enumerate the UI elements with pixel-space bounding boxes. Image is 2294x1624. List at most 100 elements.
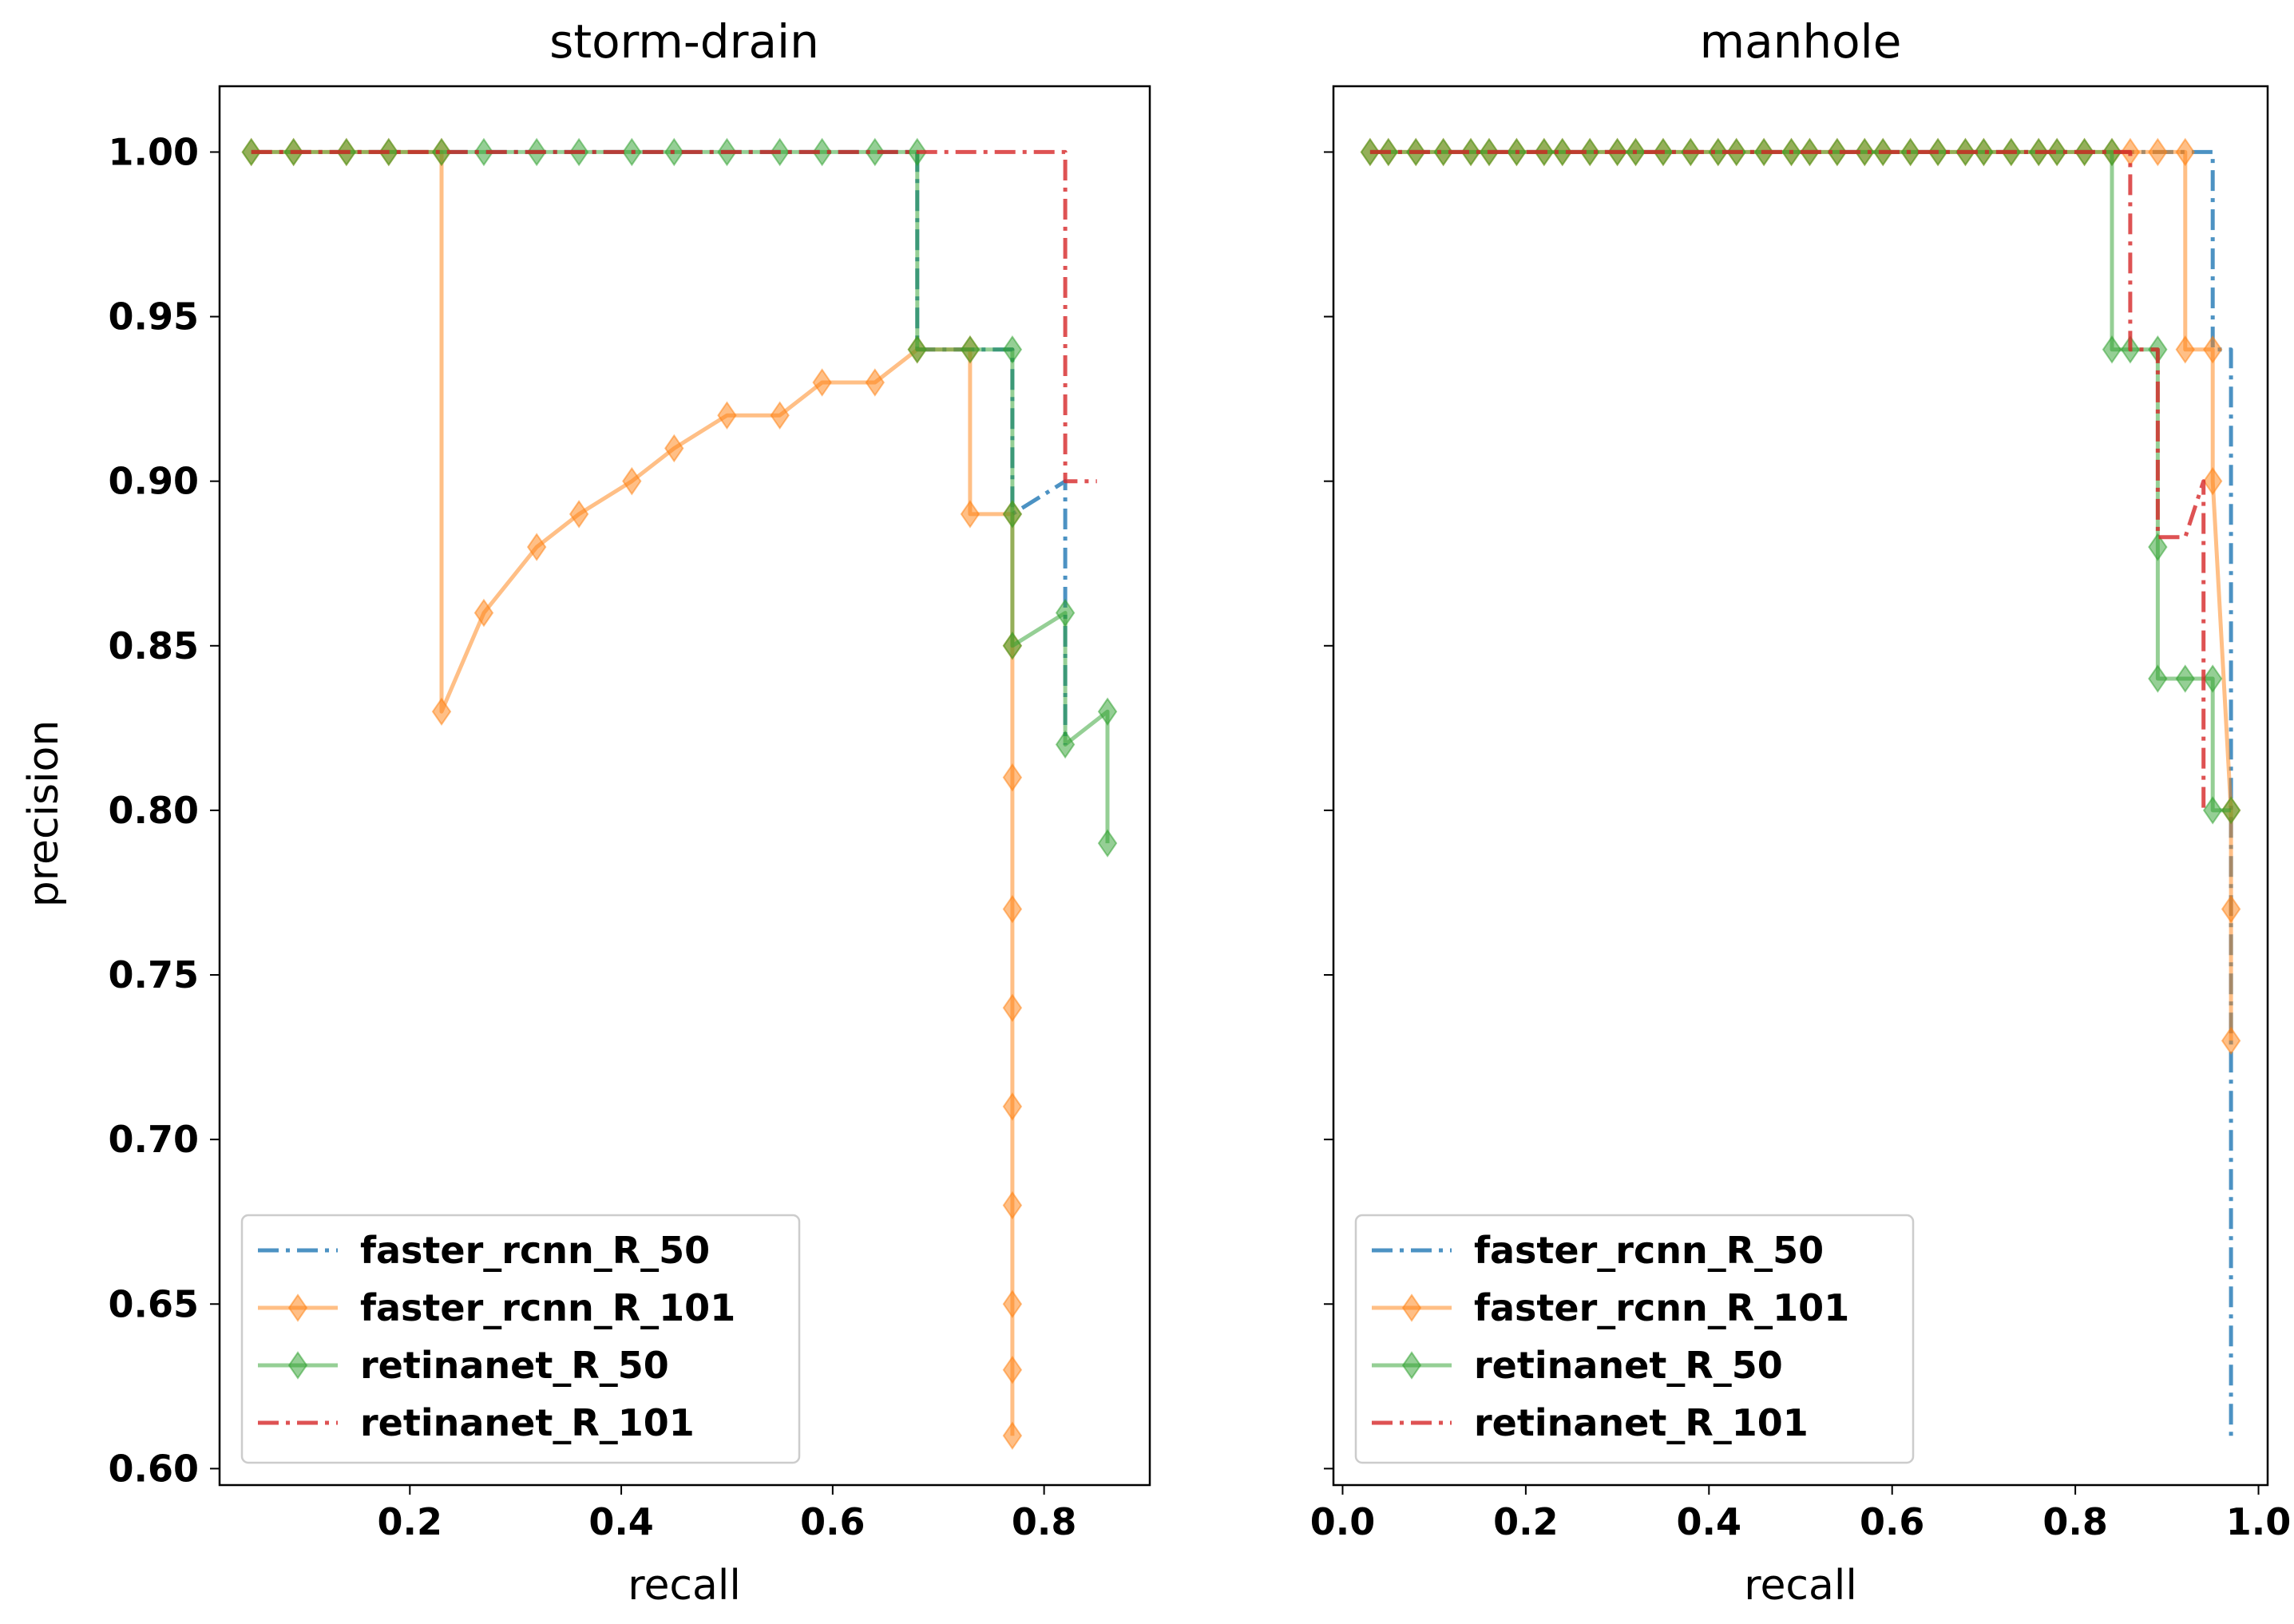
series-line-retinanet_R_50 (251, 149, 1110, 844)
data-point-faster_rcnn_R_101 (2221, 1026, 2241, 1056)
y-tick-label: 1.00 (109, 130, 200, 173)
legend-label: faster_rcnn_R_101 (360, 1286, 735, 1329)
data-point-faster_rcnn_R_101 (1002, 1092, 1023, 1121)
legend-label: faster_rcnn_R_50 (360, 1229, 710, 1272)
series-line-retinanet_R_101 (251, 149, 1097, 484)
data-point-faster_rcnn_R_101 (2175, 137, 2195, 167)
data-point-retinanet_R_50 (1433, 137, 1453, 167)
data-point-retinanet_R_50 (907, 335, 927, 364)
legend-label: retinanet_R_101 (360, 1401, 695, 1444)
x-tick-label: 0.6 (800, 1500, 866, 1543)
data-point-faster_rcnn_R_101 (1002, 1421, 1023, 1450)
data-point-retinanet_R_50 (2102, 335, 2122, 364)
data-point-retinanet_R_50 (1974, 137, 1994, 167)
data-point-retinanet_R_50 (2202, 664, 2223, 693)
data-point-retinanet_R_50 (1827, 137, 1848, 167)
data-point-faster_rcnn_R_101 (865, 368, 886, 397)
plot-frame (218, 85, 1151, 1487)
data-point-retinanet_R_50 (1002, 632, 1023, 660)
data-point-retinanet_R_50 (2046, 137, 2067, 167)
x-tick-label: 0.2 (378, 1500, 443, 1543)
data-point-faster_rcnn_R_101 (526, 533, 547, 561)
x-tick-label: 0.8 (2042, 1500, 2108, 1543)
x-axis-label: recall (628, 1562, 741, 1610)
data-point-retinanet_R_50 (1360, 137, 1381, 167)
data-point-faster_rcnn_R_101 (770, 401, 790, 430)
data-point-retinanet_R_50 (1002, 335, 1023, 364)
data-point-retinanet_R_50 (1460, 137, 1481, 167)
x-tick-label: 0.4 (1677, 1500, 1742, 1543)
data-point-retinanet_R_50 (2202, 796, 2223, 825)
data-point-retinanet_R_50 (1055, 598, 1076, 628)
series-line-retinanet_R_101 (1369, 149, 2206, 810)
data-point-faster_rcnn_R_101 (2202, 466, 2223, 496)
data-point-faster_rcnn_R_101 (2148, 137, 2168, 167)
data-point-retinanet_R_50 (865, 137, 886, 167)
legend-label: retinanet_R_50 (360, 1344, 669, 1387)
legend-marker (1401, 1293, 1422, 1322)
data-point-retinanet_R_50 (960, 335, 981, 364)
data-point-retinanet_R_50 (1055, 730, 1076, 759)
y-tick-label: 0.65 (109, 1282, 200, 1325)
data-point-faster_rcnn_R_101 (1002, 762, 1023, 792)
data-point-retinanet_R_50 (812, 137, 832, 167)
legend: faster_rcnn_R_50 faster_rcnn_R_101retinan… (240, 1214, 801, 1464)
data-point-retinanet_R_50 (2221, 796, 2241, 825)
chart-title: manhole (1700, 14, 1902, 69)
data-point-faster_rcnn_R_101 (569, 500, 589, 529)
data-point-retinanet_R_50 (2148, 664, 2168, 693)
data-point-faster_rcnn_R_101 (2221, 894, 2241, 924)
legend-marker (287, 1293, 308, 1322)
data-point-faster_rcnn_R_101 (431, 697, 452, 727)
data-point-faster_rcnn_R_101 (622, 466, 642, 496)
x-axis-label: recall (1744, 1562, 1857, 1610)
x-tick-label: 0.2 (1493, 1500, 1559, 1543)
data-point-retinanet_R_50 (2102, 137, 2122, 167)
data-point-retinanet_R_50 (473, 137, 494, 167)
legend: faster_rcnn_R_50 faster_rcnn_R_101retinan… (1354, 1214, 1915, 1464)
data-point-retinanet_R_50 (1579, 137, 1600, 167)
data-point-retinanet_R_50 (431, 137, 452, 167)
data-point-faster_rcnn_R_101 (2175, 335, 2195, 364)
data-point-faster_rcnn_R_101 (1002, 993, 1023, 1023)
data-point-faster_rcnn_R_101 (960, 500, 981, 529)
plot-manhole: manhole recall 0.0 0.2 0.4 0.6 0.8 1.0 faster_… (1310, 14, 2292, 1610)
y-axis-label: precision (20, 720, 68, 908)
data-point-faster_rcnn_R_101 (1002, 1289, 1023, 1319)
data-point-retinanet_R_50 (1552, 137, 1572, 167)
series-line-faster_rcnn_R_50 (251, 149, 1068, 745)
y-tick-label: 0.95 (109, 295, 200, 339)
data-point-faster_rcnn_R_101 (1002, 894, 1023, 924)
data-point-faster_rcnn_R_101 (812, 368, 832, 397)
x-tick-label: 0.8 (1012, 1500, 1077, 1543)
x-tick-label: 0.6 (1860, 1500, 1925, 1543)
y-tick-label: 0.80 (109, 789, 200, 832)
data-point-retinanet_R_50 (1097, 697, 1118, 727)
legend-label: faster_rcnn_R_101 (1474, 1286, 1849, 1329)
data-point-retinanet_R_50 (1708, 137, 1728, 167)
data-point-retinanet_R_50 (1097, 829, 1118, 858)
y-tick-label: 0.70 (109, 1118, 200, 1161)
legend-marker (1401, 1351, 1422, 1380)
y-tick-label: 0.60 (109, 1447, 200, 1490)
data-point-retinanet_R_50 (2148, 533, 2168, 561)
data-point-faster_rcnn_R_101 (2202, 335, 2223, 364)
data-point-faster_rcnn_R_101 (473, 598, 494, 628)
data-point-retinanet_R_50 (2175, 664, 2195, 693)
x-tick-label: 1.0 (2226, 1500, 2292, 1543)
data-point-faster_rcnn_R_101 (1002, 1190, 1023, 1220)
data-point-faster_rcnn_R_101 (1002, 1355, 1023, 1384)
plot-frame (1332, 85, 2269, 1487)
legend-label: retinanet_R_101 (1474, 1401, 1809, 1444)
y-tick-label: 0.75 (109, 953, 200, 996)
x-tick-label: 0.0 (1310, 1500, 1376, 1543)
series-line-retinanet_R_50 (1369, 149, 2232, 813)
legend-label: faster_rcnn_R_50 (1474, 1229, 1824, 1272)
data-point-faster_rcnn_R_101 (664, 434, 684, 463)
legend-label: retinanet_R_50 (1474, 1344, 1783, 1387)
series-line-faster_rcnn_R_101 (1369, 149, 2233, 1041)
data-point-faster_rcnn_R_101 (717, 401, 737, 430)
y-tick-label: 0.90 (109, 460, 200, 503)
